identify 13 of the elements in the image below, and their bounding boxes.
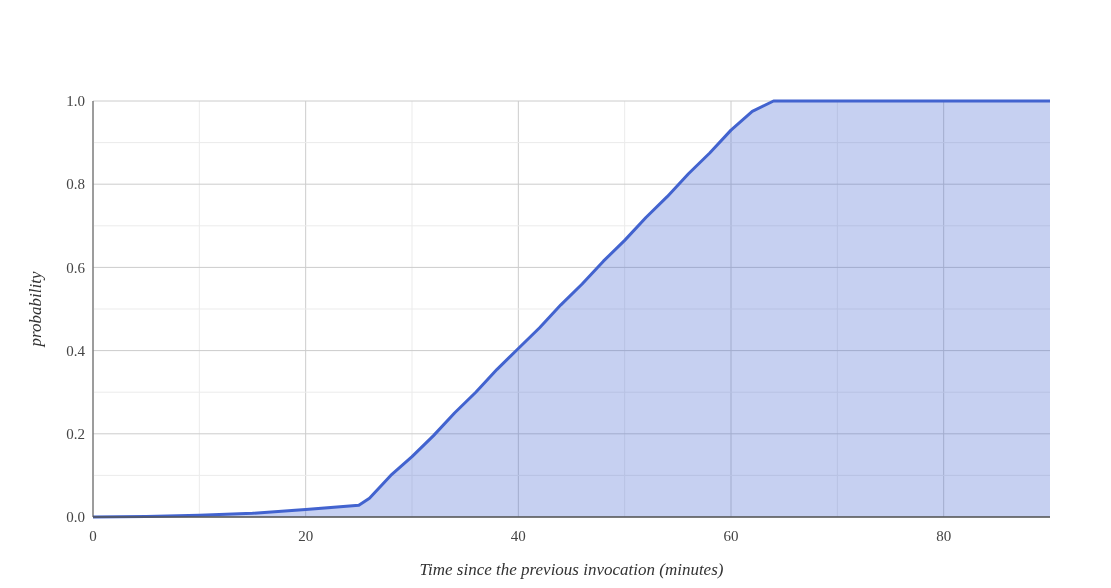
y-tick-label: 0.4 bbox=[66, 342, 86, 359]
x-tick-label: 0 bbox=[89, 528, 97, 544]
y-tick-label: 0.0 bbox=[66, 509, 85, 526]
x-tick-label: 20 bbox=[298, 528, 314, 544]
y-tick-label: 0.6 bbox=[66, 259, 86, 276]
y-tick-label: 0.8 bbox=[66, 176, 85, 193]
x-tick-label: 60 bbox=[723, 528, 739, 544]
y-axis-title: probability bbox=[26, 271, 45, 348]
x-tick-label: 80 bbox=[936, 528, 952, 544]
y-tick-label: 1.0 bbox=[66, 93, 85, 110]
x-axis-title: Time since the previous invocation (minutes) bbox=[419, 560, 724, 579]
x-tick-label: 40 bbox=[510, 528, 526, 544]
y-tick-label: 0.2 bbox=[66, 426, 85, 443]
